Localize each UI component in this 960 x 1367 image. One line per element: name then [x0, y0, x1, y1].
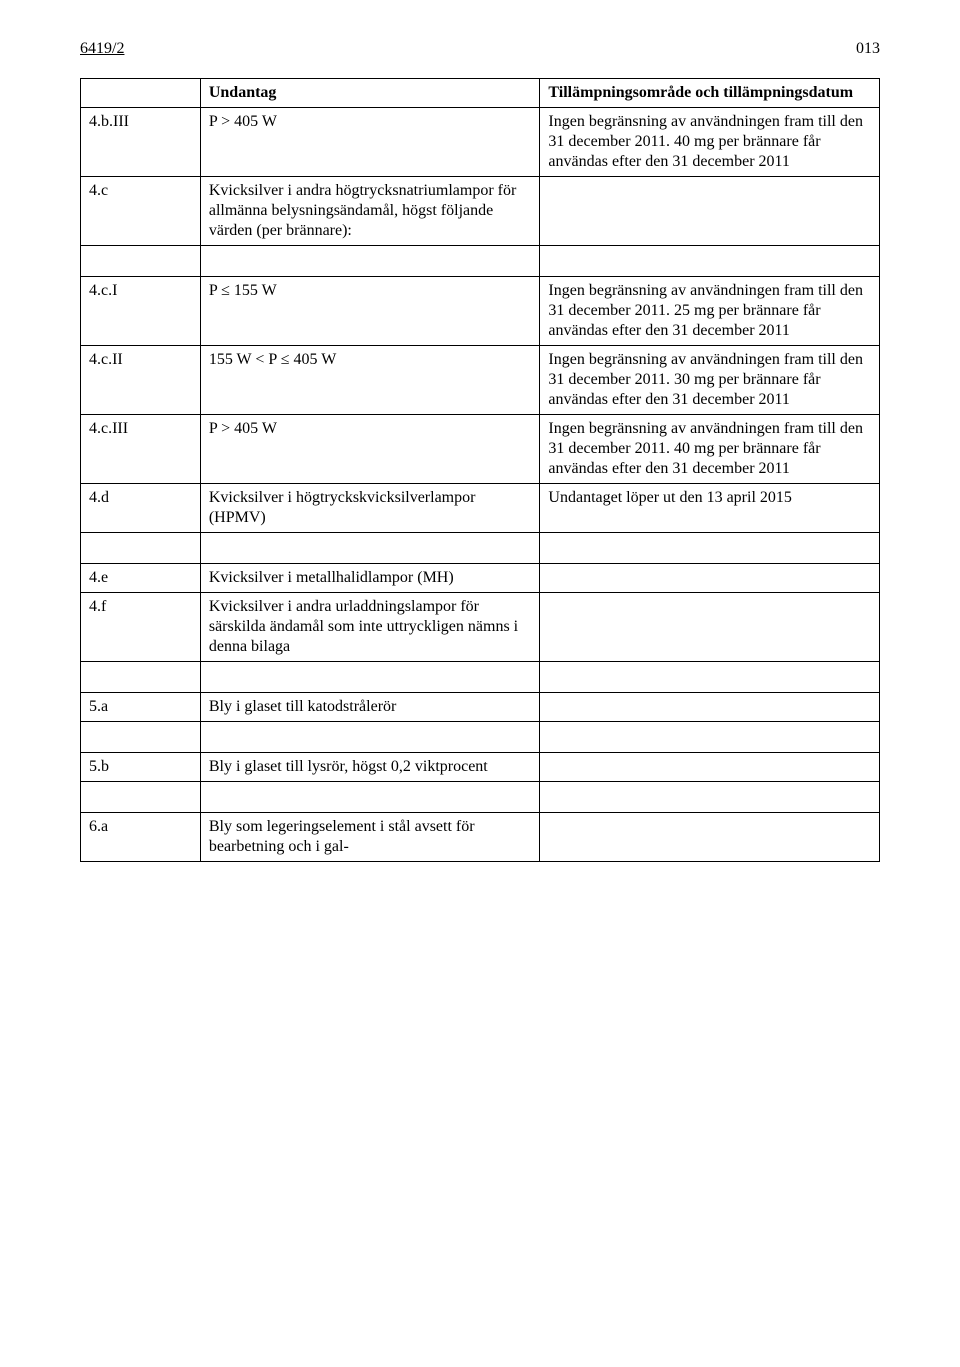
table-row: 4.f Kvicksilver i andra urladdningslampo…: [81, 593, 880, 662]
header-cell-3: Tillämpningsområde och tillämpningsdatum: [540, 79, 880, 108]
page-header: 6419/2 013: [80, 40, 880, 58]
cell-scope: [540, 753, 880, 782]
cell-id: 4.c: [81, 177, 201, 246]
header-left: 6419/2: [80, 40, 124, 58]
cell-exemption: Bly i glaset till katodstrålerör: [200, 693, 540, 722]
cell-exemption: P > 405 W: [200, 108, 540, 177]
spacer-row: [81, 662, 880, 693]
cell-scope: [540, 693, 880, 722]
cell-exemption: Kvicksilver i metallhalidlampor (MH): [200, 564, 540, 593]
cell-scope: [540, 593, 880, 662]
header-right: 013: [856, 40, 880, 58]
cell-id: 4.b.III: [81, 108, 201, 177]
cell-id: 4.c.II: [81, 346, 201, 415]
table-row: 4.c.III P > 405 W Ingen begränsning av a…: [81, 415, 880, 484]
cell-exemption: Kvicksilver i högtryckskvicksilverlampor…: [200, 484, 540, 533]
cell-id: 4.c.III: [81, 415, 201, 484]
table-row: 5.b Bly i glaset till lysrör, högst 0,2 …: [81, 753, 880, 782]
cell-scope: Ingen begränsning av användningen fram t…: [540, 415, 880, 484]
cell-scope: [540, 564, 880, 593]
cell-scope: [540, 813, 880, 862]
cell-id: 4.c.I: [81, 277, 201, 346]
table-row: 6.a Bly som legeringselement i stål avse…: [81, 813, 880, 862]
table-row: 4.d Kvicksilver i högtryckskvicksilverla…: [81, 484, 880, 533]
page: 6419/2 013 Undantag Tillämpningsområde o…: [0, 0, 960, 902]
table-row: 4.e Kvicksilver i metallhalidlampor (MH): [81, 564, 880, 593]
cell-scope: Ingen begränsning av användningen fram t…: [540, 346, 880, 415]
header-left-text: 6419/2: [80, 40, 124, 57]
cell-scope: [540, 177, 880, 246]
spacer-row: [81, 782, 880, 813]
cell-exemption: Kvicksilver i andra urladdningslampor fö…: [200, 593, 540, 662]
header-cell-2: Undantag: [200, 79, 540, 108]
cell-scope: Undantaget löper ut den 13 april 2015: [540, 484, 880, 533]
cell-id: 4.f: [81, 593, 201, 662]
cell-exemption: Kvicksilver i andra högtrycksnatriumlamp…: [200, 177, 540, 246]
table-row: 4.c Kvicksilver i andra högtrycksnatrium…: [81, 177, 880, 246]
cell-id: 6.a: [81, 813, 201, 862]
document-table: Undantag Tillämpningsområde och tillämpn…: [80, 78, 880, 862]
cell-scope: Ingen begränsning av användningen fram t…: [540, 108, 880, 177]
cell-exemption: P > 405 W: [200, 415, 540, 484]
table-header-row: Undantag Tillämpningsområde och tillämpn…: [81, 79, 880, 108]
cell-exemption: 155 W < P ≤ 405 W: [200, 346, 540, 415]
table-row: 5.a Bly i glaset till katodstrålerör: [81, 693, 880, 722]
spacer-row: [81, 246, 880, 277]
cell-id: 4.d: [81, 484, 201, 533]
cell-id: 4.e: [81, 564, 201, 593]
header-cell-1: [81, 79, 201, 108]
cell-exemption: Bly i glaset till lysrör, högst 0,2 vikt…: [200, 753, 540, 782]
table-row: 4.b.III P > 405 W Ingen begränsning av a…: [81, 108, 880, 177]
table-row: 4.c.II 155 W < P ≤ 405 W Ingen begränsni…: [81, 346, 880, 415]
cell-exemption: Bly som legeringselement i stål avsett f…: [200, 813, 540, 862]
spacer-row: [81, 722, 880, 753]
cell-scope: Ingen begränsning av användningen fram t…: [540, 277, 880, 346]
table-row: 4.c.I P ≤ 155 W Ingen begränsning av anv…: [81, 277, 880, 346]
cell-id: 5.a: [81, 693, 201, 722]
spacer-row: [81, 533, 880, 564]
cell-exemption: P ≤ 155 W: [200, 277, 540, 346]
cell-id: 5.b: [81, 753, 201, 782]
